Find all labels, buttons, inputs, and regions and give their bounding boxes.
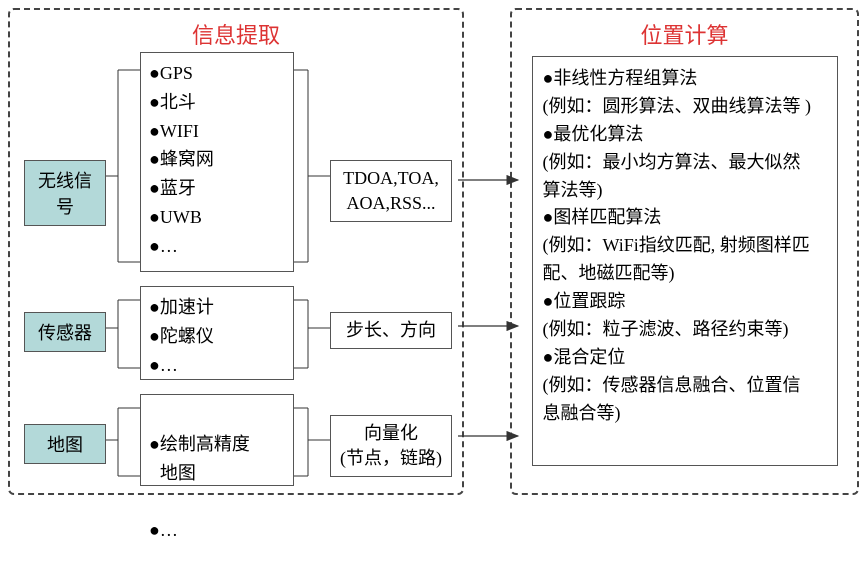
list-item: ●GPS bbox=[149, 59, 285, 88]
source-wireless: 无线信号 bbox=[24, 160, 106, 226]
list-item: ●UWB bbox=[149, 203, 285, 232]
list-item: ●北斗 bbox=[149, 88, 285, 117]
list-item: ●蓝牙 bbox=[149, 174, 285, 203]
diagram-root: 信息提取 无线信号 ●GPS ●北斗 ●WIFI ●蜂窝 bbox=[8, 8, 859, 495]
info-extraction-panel: 信息提取 无线信号 ●GPS ●北斗 ●WIFI ●蜂窝 bbox=[8, 8, 464, 495]
algo-item: ●非线性方程组算法 bbox=[543, 65, 827, 93]
source-sensor: 传感器 bbox=[24, 312, 106, 352]
wireless-output: TDOA,TOA, AOA,RSS... bbox=[330, 160, 452, 222]
list-item: ●绘制高精度 地图 bbox=[149, 430, 285, 488]
list-item: ●蜂窝网 bbox=[149, 145, 285, 174]
algo-example: (例如：粒子滤波、路径约束等) bbox=[543, 316, 827, 344]
algo-example: (例如：WiFi指纹匹配, 射频图样匹 配、地磁匹配等) bbox=[543, 232, 827, 288]
algo-item: ●最优化算法 bbox=[543, 121, 827, 149]
list-item: ●… bbox=[149, 232, 285, 261]
list-item: ●… bbox=[149, 516, 285, 545]
list-item: ●WIFI bbox=[149, 117, 285, 146]
position-calc-panel: 位置计算 ●非线性方程组算法 (例如：圆形算法、双曲线算法等 ) ●最优化算法 … bbox=[510, 8, 859, 495]
algo-item: ●位置跟踪 bbox=[543, 288, 827, 316]
left-title: 信息提取 bbox=[20, 18, 452, 50]
wireless-list: ●GPS ●北斗 ●WIFI ●蜂窝网 ●蓝牙 ●UWB ●… bbox=[140, 52, 294, 272]
algo-item: ●混合定位 bbox=[543, 344, 827, 372]
list-item: ●加速计 bbox=[149, 293, 285, 322]
algo-example: (例如：最小均方算法、最大似然 算法等) bbox=[543, 149, 827, 205]
sensor-list: ●加速计 ●陀螺仪 ●… bbox=[140, 286, 294, 380]
map-output: 向量化 (节点，链路) bbox=[330, 415, 452, 477]
right-title: 位置计算 bbox=[522, 18, 847, 50]
list-item: ●陀螺仪 bbox=[149, 322, 285, 351]
algo-example: (例如：传感器信息融合、位置信 息融合等) bbox=[543, 372, 827, 428]
map-list: ●绘制高精度 地图 ●… bbox=[140, 394, 294, 486]
list-item: ●… bbox=[149, 351, 285, 380]
source-map: 地图 bbox=[24, 424, 106, 464]
sensor-output: 步长、方向 bbox=[330, 312, 452, 349]
algo-example: (例如：圆形算法、双曲线算法等 ) bbox=[543, 93, 827, 121]
algorithms-box: ●非线性方程组算法 (例如：圆形算法、双曲线算法等 ) ●最优化算法 (例如：最… bbox=[532, 56, 838, 466]
algo-item: ●图样匹配算法 bbox=[543, 204, 827, 232]
